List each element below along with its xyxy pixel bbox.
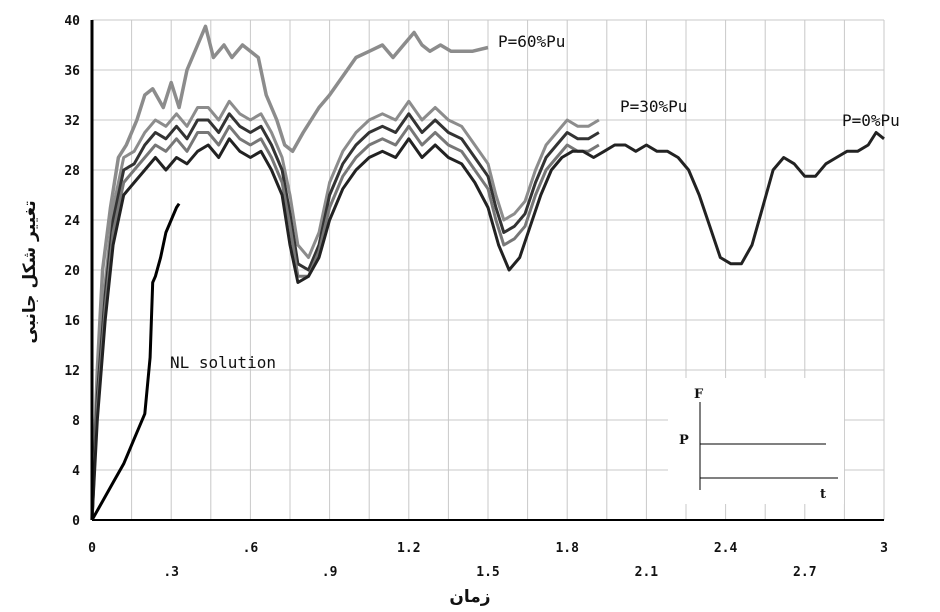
y-tick-label: 12 [64,364,80,379]
x-tick-label: 1.2 [397,541,420,556]
y-tick-label: 40 [64,14,80,29]
series-line-3 [90,112,600,521]
tick-labels: 0 .3 .6 .9 1.2 1.5 1.8 2.1 2.4 2.7 3 0 4 8 12 16 20 24 28 3… [64,14,888,580]
y-tick-label: 16 [64,314,80,329]
inset-label-t: t [820,487,826,502]
x-tick-label: 2.1 [635,565,659,580]
series-line-5 [90,131,885,521]
series-line-4 [90,124,600,521]
y-tick-label: 24 [64,214,80,229]
series-layer [90,24,885,521]
x-tick-label: .9 [322,565,338,580]
axes [90,20,884,521]
y-tick-label: 36 [64,64,80,79]
series-line-6 [90,202,181,521]
x-tick-label: .3 [163,565,179,580]
x-axis-title: زمان [449,587,490,607]
annotation-nl-solution: NL solution [170,353,276,372]
y-axis-title: تغییر شکل جانبی [20,200,40,343]
annotation-p60: P=60%Pu [498,32,565,51]
series-line-2 [90,99,600,521]
inset-background [668,378,844,504]
x-tick-label: 2.7 [793,565,816,580]
series-line-1 [90,24,489,521]
y-tick-label: 28 [64,164,80,179]
inset-load-diagram: F P t [668,378,844,504]
annotation-p30: P=30%Pu [620,97,687,116]
y-tick-label: 20 [64,264,80,279]
x-tick-label: 0 [88,541,96,556]
inset-label-p: P [679,433,689,448]
y-tick-label: 32 [64,114,80,129]
x-tick-label: 2.4 [714,541,738,556]
x-tick-label: 1.8 [555,541,579,556]
y-tick-label: 8 [72,414,80,429]
x-tick-label: 3 [880,541,888,556]
x-tick-label: .6 [243,541,259,556]
y-tick-label: 4 [72,464,80,479]
annotation-p0: P=0%Pu [842,111,900,130]
x-tick-label: 1.5 [476,565,499,580]
inset-label-f: F [694,387,704,402]
y-tick-label: 0 [72,514,80,529]
